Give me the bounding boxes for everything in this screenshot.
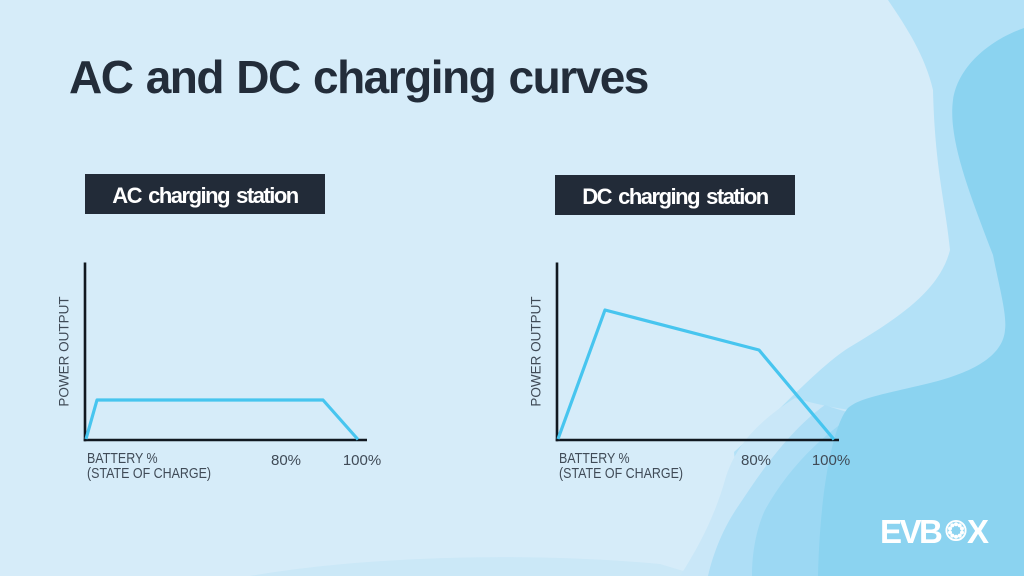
svg-text:X: X bbox=[967, 513, 989, 550]
svg-text:EVB: EVB bbox=[880, 513, 942, 550]
